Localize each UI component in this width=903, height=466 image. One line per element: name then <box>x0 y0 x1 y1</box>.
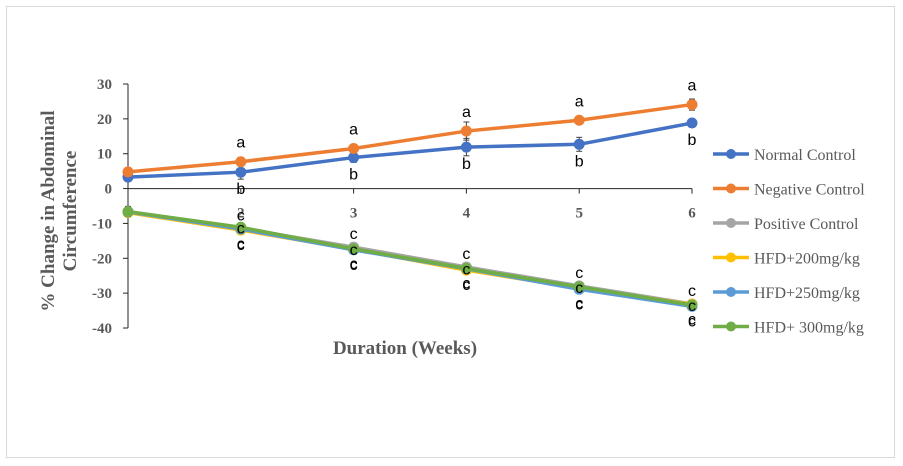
series-0 <box>122 117 698 183</box>
legend-item-3: HFD+200mg/kg <box>713 251 860 268</box>
legend-swatch-marker <box>726 252 736 263</box>
significance-label: a <box>236 135 245 152</box>
data-point <box>122 166 134 178</box>
series-line <box>127 121 693 179</box>
significance-label: c <box>462 246 470 263</box>
legend-swatch-marker <box>726 321 736 332</box>
series-line <box>127 102 693 174</box>
data-point <box>460 125 472 137</box>
significance-label: c <box>237 207 245 224</box>
significance-label: a <box>575 93 584 110</box>
significance-label: c <box>350 242 358 259</box>
y-tick-label: 20 <box>97 112 112 128</box>
legend-item-5: HFD+ 300mg/kg <box>713 320 864 337</box>
legend-swatch-marker <box>726 218 736 228</box>
significance-label: c <box>575 280 583 297</box>
significance-label: c <box>688 313 696 330</box>
significance-label: c <box>575 265 583 282</box>
legend-label: Positive Control <box>754 216 859 233</box>
data-point <box>235 166 247 178</box>
data-point <box>348 243 360 255</box>
data-point <box>686 117 698 129</box>
significance-label: b <box>575 153 584 170</box>
x-tick-label: 4 <box>463 206 471 222</box>
significance-label: b <box>462 156 471 173</box>
x-tick-label: 5 <box>575 206 583 222</box>
legend-label: Negative Control <box>754 182 865 199</box>
data-point <box>460 141 472 153</box>
series-5 <box>122 206 698 311</box>
y-axis-title-line2: Circumference <box>60 151 81 272</box>
data-point <box>235 156 247 168</box>
y-tick-label: -10 <box>92 216 112 232</box>
data-point <box>686 299 698 311</box>
chart-area <box>6 6 895 458</box>
significance-label: c <box>350 257 358 274</box>
legend-label: HFD+200mg/kg <box>754 251 860 268</box>
y-tick-label: -40 <box>92 321 112 337</box>
significance-label: a <box>462 104 471 121</box>
legend-item-1: Negative Control <box>713 182 865 199</box>
significance-label: c <box>688 283 696 300</box>
x-tick-label: 3 <box>350 206 358 222</box>
data-point <box>122 206 134 218</box>
data-point <box>573 281 585 293</box>
y-tick-label: -30 <box>92 286 112 302</box>
data-point <box>348 142 360 154</box>
significance-label: b <box>349 167 358 184</box>
significance-label: c <box>575 296 583 313</box>
data-point <box>460 262 472 274</box>
series-line <box>127 209 693 307</box>
significance-label: c <box>237 237 245 254</box>
y-tick-label: -20 <box>92 251 112 267</box>
legend-item-0: Normal Control <box>713 147 856 164</box>
legend-item-2: Positive Control <box>713 216 859 233</box>
data-point <box>573 114 585 126</box>
significance-label: b <box>236 181 245 198</box>
significance-label: c <box>350 256 358 273</box>
y-axis-title-line1: % Change in Abdominal <box>38 110 59 311</box>
legend-item-4: HFD+250mg/kg <box>713 285 860 302</box>
x-tick-label: 2 <box>237 206 245 222</box>
significance-label: c <box>462 261 470 278</box>
significance-label: c <box>688 311 696 328</box>
legend-swatch-marker <box>726 287 736 297</box>
significance-label: c <box>688 298 696 315</box>
legend-label: HFD+250mg/kg <box>754 285 860 302</box>
data-point <box>686 99 698 111</box>
y-tick-label: 10 <box>97 147 112 163</box>
x-tick-label: 6 <box>688 206 696 222</box>
y-tick-label: 0 <box>105 182 113 198</box>
y-tick-label: 30 <box>97 77 112 93</box>
legend-label: HFD+ 300mg/kg <box>754 320 864 337</box>
data-point <box>235 221 247 233</box>
significance-label: c <box>237 220 245 237</box>
series-1 <box>122 98 698 178</box>
significance-label: c <box>462 276 470 293</box>
significance-label: b <box>688 132 697 149</box>
data-point <box>573 138 585 150</box>
significance-label: c <box>462 277 470 294</box>
significance-label: a <box>688 78 697 95</box>
x-axis-title: Duration (Weeks) <box>333 338 477 359</box>
significance-label: a <box>349 121 358 138</box>
legend-label: Normal Control <box>754 147 856 164</box>
significance-label: c <box>575 295 583 312</box>
y-axis-title: % Change in AbdominalCircumference <box>38 110 81 311</box>
significance-label: c <box>237 236 245 253</box>
data-point <box>348 152 360 164</box>
significance-label: c <box>350 226 358 243</box>
legend-swatch-marker <box>726 149 736 159</box>
legend-swatch-marker <box>726 183 736 194</box>
